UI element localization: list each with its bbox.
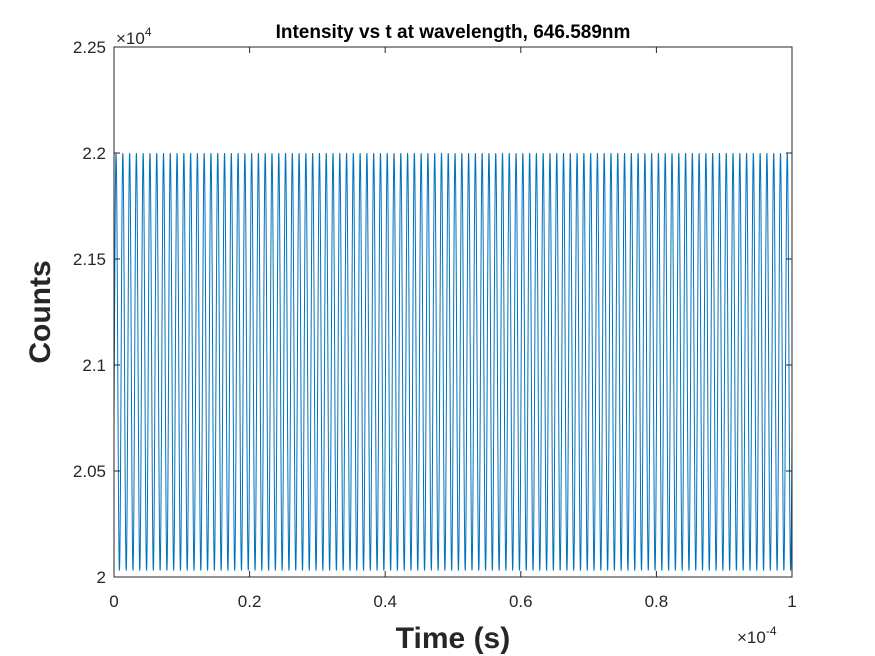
- x-exponent-base: ×10: [737, 628, 766, 647]
- y-exponent-base: ×10: [116, 29, 145, 48]
- y-tick-label: 2.25: [73, 38, 106, 57]
- chart-title: Intensity vs t at wavelength, 646.589nm: [276, 22, 631, 43]
- x-exponent-power: -4: [766, 624, 777, 638]
- y-tick-label: 2.1: [82, 356, 106, 375]
- y-tick-label: 2.2: [82, 144, 106, 163]
- svg-text:×10-4: ×10-4: [737, 624, 777, 647]
- series-line: [113, 152, 793, 571]
- x-tick-label: 0.6: [509, 592, 533, 611]
- series-group: [113, 152, 793, 571]
- svg-text:×104: ×104: [116, 25, 152, 48]
- y-ticks: 2 2.05 2.1 2.15 2.2 2.25: [73, 38, 792, 587]
- x-ticks: 0 0.2 0.4 0.6 0.8 1: [109, 47, 797, 611]
- x-tick-label: 0: [109, 592, 118, 611]
- y-axis-label: Counts: [24, 260, 57, 363]
- y-tick-label: 2.05: [73, 462, 106, 481]
- x-exponent-label: ×10-4: [737, 624, 777, 647]
- x-tick-label: 0.2: [238, 592, 262, 611]
- x-tick-label: 1: [787, 592, 796, 611]
- x-tick-label: 0.4: [373, 592, 397, 611]
- x-axis-label: Time (s): [396, 622, 510, 655]
- y-tick-label: 2.15: [73, 250, 106, 269]
- y-tick-label: 2: [97, 568, 106, 587]
- axes-box: [113, 46, 793, 578]
- x-tick-label: 0.8: [645, 592, 669, 611]
- y-exponent-label: ×104: [116, 25, 152, 48]
- y-exponent-power: 4: [145, 25, 152, 39]
